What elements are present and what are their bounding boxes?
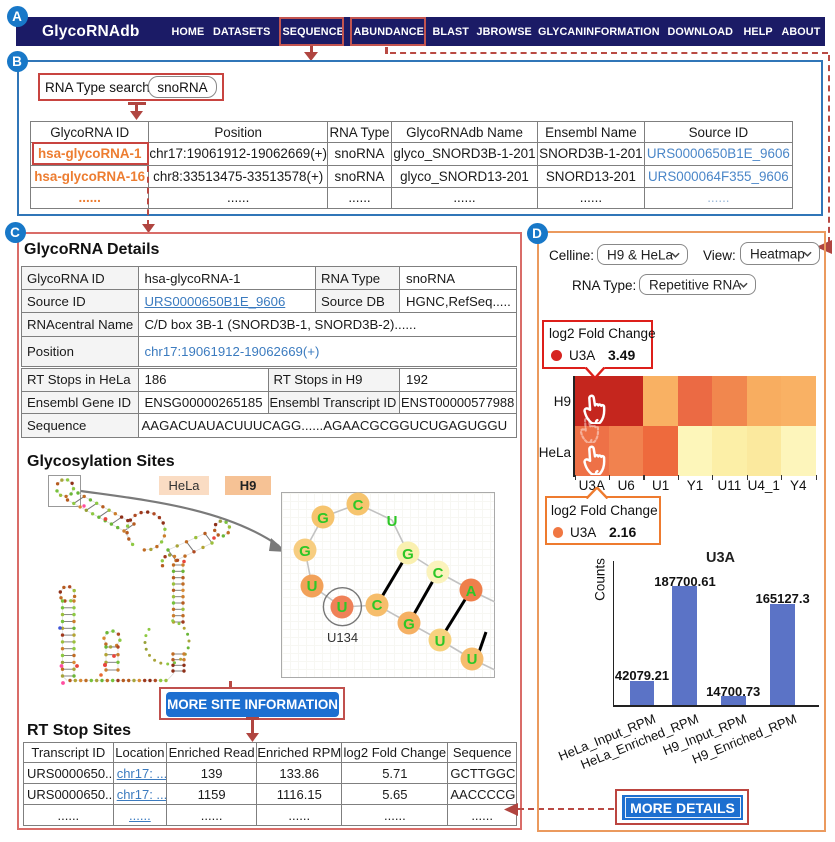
svg-text:U: U	[337, 599, 348, 616]
svg-text:G: G	[402, 546, 414, 563]
svg-text:G: G	[403, 616, 415, 633]
svg-text:C: C	[433, 565, 444, 582]
svg-text:U: U	[307, 578, 318, 595]
svg-text:G: G	[317, 510, 329, 527]
svg-text:A: A	[466, 583, 477, 600]
svg-text:G: G	[299, 543, 311, 560]
svg-text:U: U	[435, 633, 446, 650]
svg-text:C: C	[372, 597, 383, 614]
svg-text:U: U	[467, 651, 478, 668]
svg-text:U: U	[387, 513, 398, 530]
svg-text:C: C	[353, 497, 364, 514]
